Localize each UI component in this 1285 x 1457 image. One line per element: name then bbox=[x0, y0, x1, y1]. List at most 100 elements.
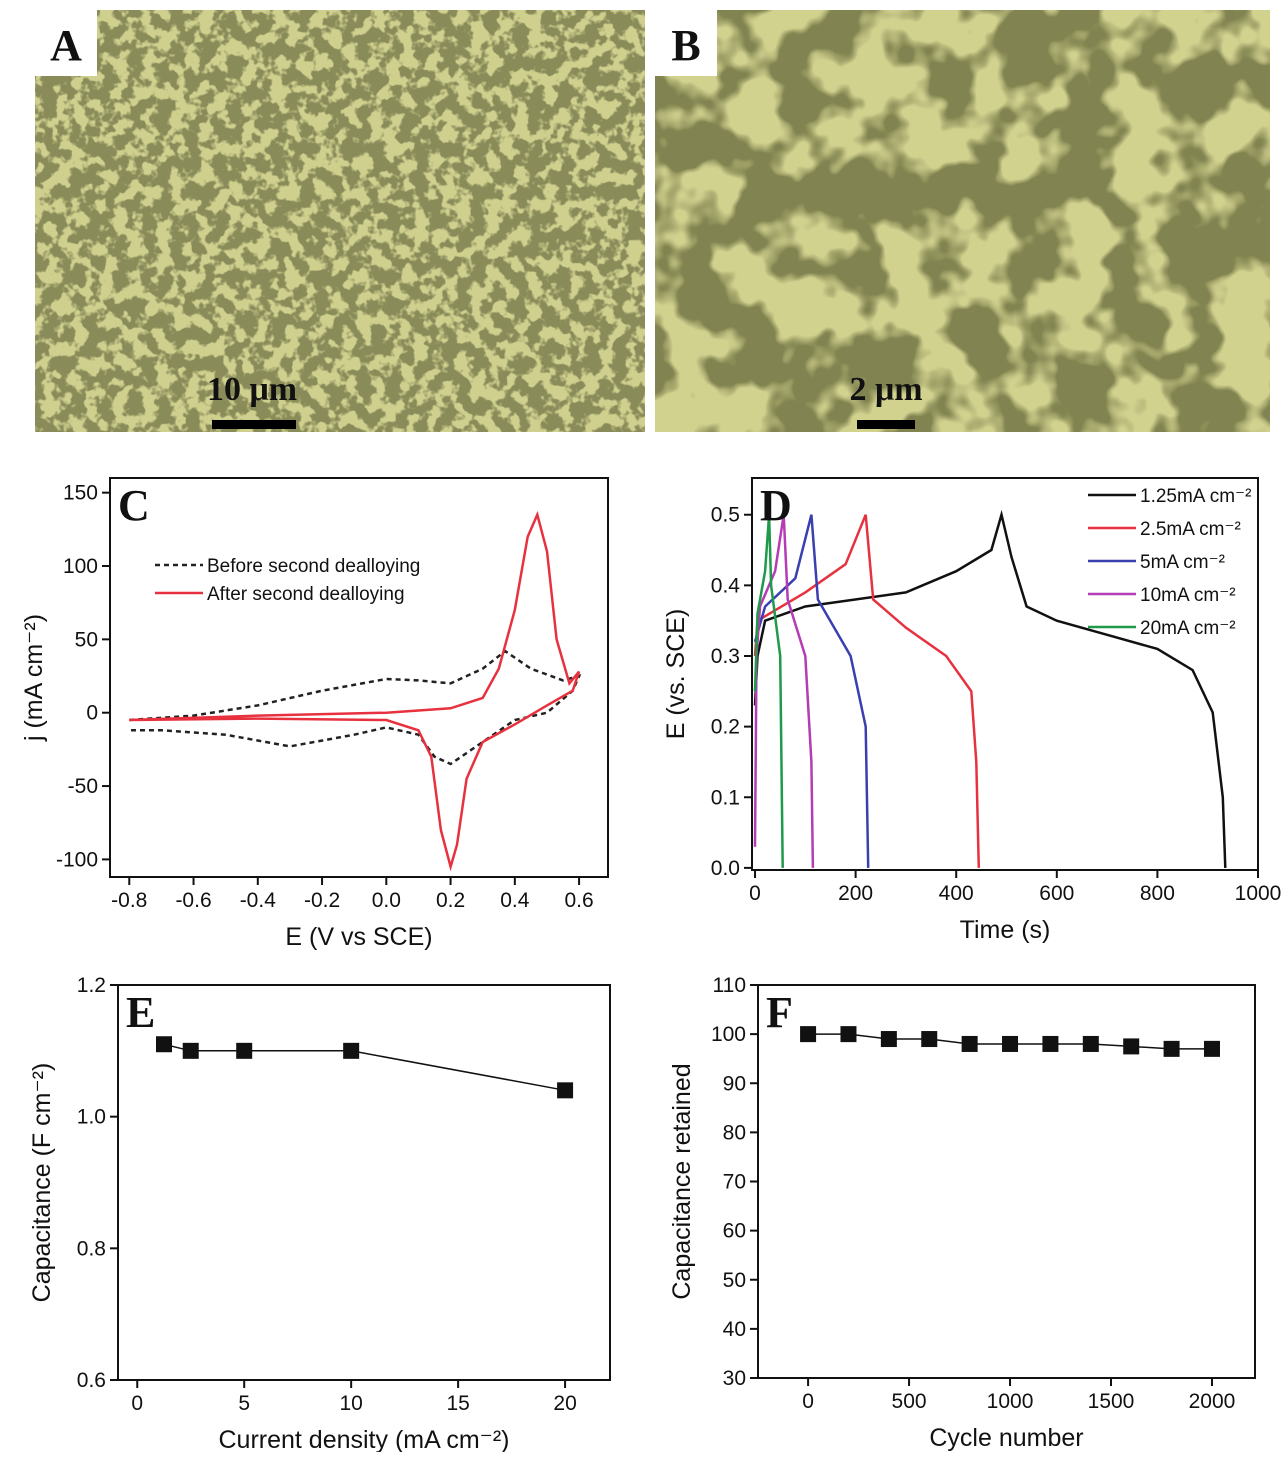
y-tick-label: 0.6 bbox=[77, 1369, 106, 1392]
legend-label: Before second dealloying bbox=[207, 556, 420, 577]
scale-bar-label: 10 μm bbox=[207, 371, 297, 408]
y-tick-label: 90 bbox=[723, 1072, 746, 1095]
data-point bbox=[557, 1082, 574, 1099]
x-tick-label: 0.2 bbox=[436, 889, 465, 912]
x-tick-label: 10 bbox=[339, 1392, 362, 1415]
panel-label: E bbox=[126, 988, 155, 1037]
x-tick-label: 1500 bbox=[1088, 1390, 1135, 1413]
chart: 0 500 1000 1500 2000 30 40 50 60 70 80 90 100 110 Cycl… bbox=[668, 974, 1256, 1452]
x-tick-label: 0 bbox=[131, 1392, 143, 1415]
plot-frame bbox=[109, 477, 609, 878]
y-tick-label: 150 bbox=[63, 482, 98, 505]
y-tick-label: 0.8 bbox=[77, 1237, 106, 1260]
plot-frame bbox=[757, 984, 1256, 1379]
x-tick-label: 800 bbox=[1140, 882, 1175, 905]
x-tick-label: 5 bbox=[238, 1392, 250, 1415]
data-point bbox=[155, 1036, 172, 1053]
y-tick-label: 30 bbox=[723, 1367, 746, 1390]
y-tick-label: 0.3 bbox=[711, 645, 740, 668]
data-point bbox=[182, 1042, 199, 1059]
panel-label: C bbox=[118, 481, 150, 530]
series-line bbox=[753, 514, 870, 868]
x-tick-label: 1000 bbox=[987, 1390, 1034, 1413]
y-axis-label: j (mA cm⁻²) bbox=[20, 614, 48, 742]
legend-label: After second dealloying bbox=[207, 584, 405, 605]
x-tick-label: 2000 bbox=[1189, 1390, 1236, 1413]
plot-frame bbox=[117, 984, 611, 1381]
x-axis-label: Time (s) bbox=[960, 916, 1051, 944]
data-point bbox=[1002, 1035, 1019, 1052]
chart: 0 5 10 15 20 0.6 0.8 1.0 1.2 Current density (mA … bbox=[28, 974, 611, 1454]
data-point bbox=[961, 1035, 978, 1052]
data-point bbox=[343, 1042, 360, 1059]
image-a: A 10 μm bbox=[35, 10, 645, 432]
y-tick-label: 70 bbox=[723, 1171, 746, 1194]
y-tick-label: 0.1 bbox=[711, 786, 740, 809]
y-tick-label: 50 bbox=[723, 1269, 746, 1292]
legend-label: 10mA cm⁻² bbox=[1140, 585, 1236, 606]
y-tick-label: 50 bbox=[75, 628, 98, 651]
panel-label: F bbox=[766, 988, 793, 1037]
x-tick-label: 0 bbox=[749, 882, 761, 905]
y-tick-label: 0 bbox=[86, 702, 98, 725]
data-point bbox=[1123, 1038, 1140, 1055]
data-point bbox=[236, 1042, 253, 1059]
x-axis-label: Current density (mA cm⁻²) bbox=[218, 1426, 509, 1452]
data-point bbox=[921, 1031, 938, 1048]
data-point bbox=[1203, 1040, 1220, 1057]
y-tick-label: -100 bbox=[56, 848, 98, 871]
y-tick-label: 60 bbox=[723, 1220, 746, 1243]
x-tick-label: 20 bbox=[553, 1392, 576, 1415]
y-tick-label: 80 bbox=[723, 1121, 746, 1144]
scale-bar-label: 2 μm bbox=[849, 371, 922, 408]
y-tick-label: 1.2 bbox=[77, 974, 106, 997]
y-tick-label: 1.0 bbox=[77, 1106, 106, 1129]
series-line bbox=[753, 514, 784, 868]
x-tick-label: 200 bbox=[838, 882, 873, 905]
x-tick-label: 0.4 bbox=[500, 889, 530, 912]
legend-label: 1.25mA cm⁻² bbox=[1140, 486, 1251, 507]
data-point bbox=[880, 1031, 897, 1048]
data-point bbox=[800, 1026, 817, 1043]
chart: 0 200 400 600 800 1000 0.0 0.1 0.2 0.3 0.4 0.5 Time … bbox=[662, 477, 1282, 944]
y-tick-label: -50 bbox=[68, 775, 98, 798]
data-point bbox=[1163, 1040, 1180, 1057]
plot-frame bbox=[751, 477, 1259, 871]
series-line bbox=[129, 510, 581, 872]
panel-label: A bbox=[50, 21, 82, 70]
x-tick-label: 1000 bbox=[1235, 882, 1282, 905]
x-tick-label: -0.4 bbox=[240, 889, 277, 912]
x-axis-label: E (V vs SCE) bbox=[285, 923, 432, 951]
data-point bbox=[840, 1026, 857, 1043]
x-tick-label: -0.2 bbox=[304, 889, 340, 912]
series-line bbox=[129, 649, 582, 766]
x-tick-label: -0.8 bbox=[111, 889, 147, 912]
y-axis-label: E (vs. SCE) bbox=[662, 609, 690, 740]
legend-label: 5mA cm⁻² bbox=[1140, 552, 1225, 573]
y-tick-label: 40 bbox=[723, 1318, 746, 1341]
y-tick-label: 0.2 bbox=[711, 716, 740, 739]
y-tick-label: 100 bbox=[711, 1023, 746, 1046]
image-b: B 2 μm bbox=[655, 10, 1270, 432]
data-point bbox=[1082, 1035, 1099, 1052]
panel-label: B bbox=[671, 21, 700, 70]
x-axis-label: Cycle number bbox=[929, 1424, 1083, 1452]
y-tick-label: 100 bbox=[63, 555, 98, 578]
x-tick-label: 15 bbox=[446, 1392, 469, 1415]
y-tick-label: 0.0 bbox=[711, 857, 740, 880]
series-line bbox=[753, 514, 815, 868]
panel-label: D bbox=[760, 481, 792, 530]
x-tick-label: 500 bbox=[892, 1390, 927, 1413]
y-tick-label: 0.5 bbox=[711, 504, 740, 527]
chart: -0.8 -0.6 -0.4 -0.2 0.0 0.2 0.4 0.6 -100 -50 0 50 10… bbox=[20, 477, 609, 951]
y-tick-label: 110 bbox=[713, 974, 746, 997]
y-axis-label: Capacitance (F cm⁻²) bbox=[28, 1063, 56, 1303]
legend-label: 20mA cm⁻² bbox=[1140, 618, 1236, 639]
x-tick-label: 0.0 bbox=[372, 889, 401, 912]
x-tick-label: 0.6 bbox=[564, 889, 593, 912]
x-tick-label: -0.6 bbox=[175, 889, 211, 912]
legend-label: 2.5mA cm⁻² bbox=[1140, 519, 1241, 540]
y-tick-label: 0.4 bbox=[711, 574, 741, 597]
x-tick-label: 0 bbox=[802, 1390, 814, 1413]
